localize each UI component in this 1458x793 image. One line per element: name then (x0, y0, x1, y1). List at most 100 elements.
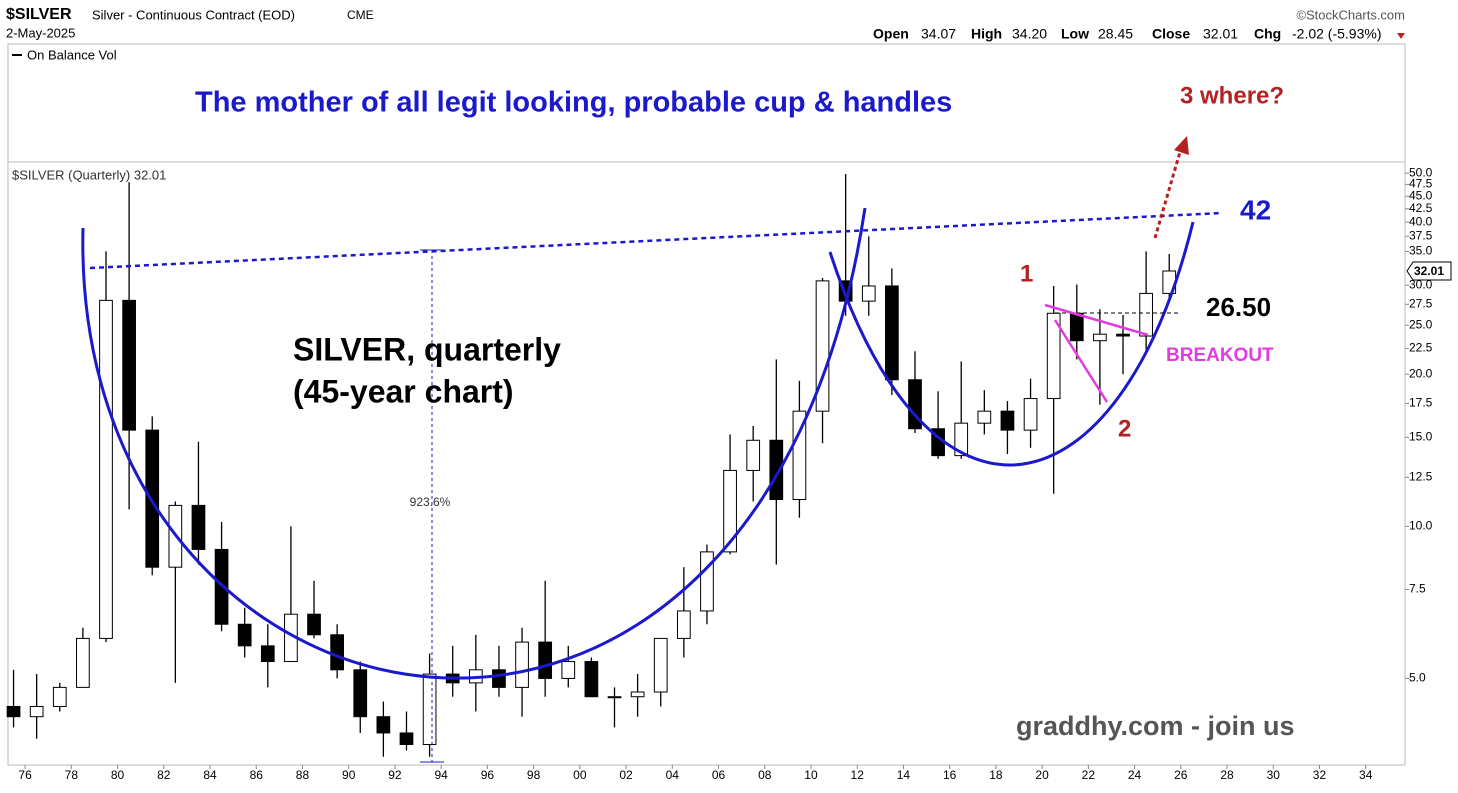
x-tick-label: 30 (1267, 768, 1281, 782)
resistance-label: 42 (1240, 194, 1271, 225)
y-tick-label: 37.5 (1409, 228, 1433, 242)
y-tick-label: 40.0 (1409, 214, 1433, 228)
plot: 5.0 7.5 10.0 12.5 15.0 17.5 20.0 22.5 25.0 27.5 30… (6, 165, 1433, 782)
candle-body (99, 299, 113, 639)
candle-body (723, 469, 737, 553)
x-tick-label: 28 (1220, 768, 1234, 782)
x-tick-label: 04 (666, 768, 680, 782)
candle-body (815, 280, 830, 412)
candle-body (6, 705, 21, 718)
x-tick-label: 90 (342, 768, 356, 782)
x-tick-label: 84 (203, 768, 217, 782)
y-tick-label: 35.0 (1409, 244, 1433, 258)
x-tick-label: 92 (388, 768, 402, 782)
y-tick-label: 47.5 (1409, 177, 1433, 191)
main-panel (7, 161, 1406, 766)
candle-body (376, 716, 391, 734)
candle-body (1046, 312, 1061, 400)
obv-label: On Balance Vol (27, 47, 117, 62)
low-label: Low (1061, 26, 1089, 42)
y-tick-label: 17.5 (1409, 396, 1433, 410)
x-tick-label: 16 (943, 768, 957, 782)
candle-body (1116, 333, 1130, 337)
y-tick-label: 12.5 (1409, 470, 1433, 484)
x-tick-label: 20 (1035, 768, 1049, 782)
candle-body (145, 429, 160, 568)
candle-body (954, 422, 969, 457)
source: ©StockCharts.com (1296, 7, 1405, 22)
candle-body (422, 673, 437, 745)
x-tick-label: 14 (897, 768, 911, 782)
x-tick-label: 32 (1313, 768, 1327, 782)
candle-body (561, 661, 576, 679)
x-tick-label: 12 (851, 768, 865, 782)
candle-body (584, 661, 599, 698)
candle-body (399, 732, 414, 745)
x-tick-label: 94 (434, 768, 448, 782)
y-tick-label: 30.0 (1409, 277, 1433, 291)
gain-label: 923.6% (410, 495, 451, 509)
x-tick-label: 34 (1359, 768, 1373, 782)
x-tick-label: 82 (157, 768, 171, 782)
target-arrow (1153, 151, 1182, 239)
x-tick-label: 06 (712, 768, 726, 782)
chart-note-1: SILVER, quarterly (293, 331, 561, 367)
chg-label: Chg (1254, 26, 1281, 42)
x-tick-label: 86 (250, 768, 264, 782)
close-value: 32.01 (1203, 26, 1238, 42)
open-label: Open (873, 26, 909, 42)
x-tick-label: 22 (1082, 768, 1096, 782)
y-tick-label: 45.0 (1409, 188, 1433, 202)
candle-body (1093, 333, 1107, 342)
ohlc-summary: Open 34.07 High 34.20 Low 28.45 Close 32… (873, 26, 1405, 42)
y-tick-label: 25.0 (1409, 317, 1433, 331)
candle-body (29, 705, 44, 718)
x-tick-label: 96 (481, 768, 495, 782)
down-arrow (1397, 33, 1405, 39)
x-tick-label: 98 (527, 768, 541, 782)
x-tick-label: 00 (573, 768, 587, 782)
candle-body (1139, 292, 1153, 337)
y-tick-label: 10.0 (1409, 518, 1433, 532)
point-1: 1 (1020, 260, 1033, 287)
candle-body (607, 696, 622, 699)
wedge-top (1044, 303, 1149, 337)
last-price-box (1406, 261, 1452, 281)
open-value: 34.07 (921, 26, 956, 42)
candle-body (492, 669, 506, 688)
watermark: graddhy.com - join us (1016, 711, 1295, 741)
candle-body (237, 623, 252, 647)
y-tick-label: 20.0 (1409, 366, 1433, 380)
x-tick-label: 24 (1128, 768, 1142, 782)
candle-body (52, 686, 67, 707)
target-arrowhead (1174, 136, 1189, 155)
low-value: 28.45 (1098, 26, 1133, 42)
x-tick-label: 78 (65, 768, 79, 782)
y-tick-label: 42.5 (1409, 201, 1433, 215)
exchange: CME (347, 8, 374, 22)
chart-note-2: (45-year chart) (293, 373, 514, 409)
x-tick-label: 76 (18, 768, 32, 782)
candle-body (746, 439, 761, 471)
y-tick-label: 22.5 (1409, 341, 1433, 355)
chg-value: -2.02 (-5.93%) (1292, 26, 1381, 42)
candle-body (1069, 312, 1084, 342)
headline: The mother of all legit looking, probabl… (195, 87, 952, 119)
handle-curve (828, 221, 1195, 467)
close-label: Close (1152, 26, 1190, 42)
breakout-label: BREAKOUT (1166, 345, 1274, 366)
candle-body (885, 285, 899, 381)
candle-body (260, 645, 275, 663)
y-tick-label: 7.5 (1409, 582, 1426, 596)
x-tick-label: 88 (296, 768, 310, 782)
candle-body (653, 637, 668, 693)
candle-body (538, 641, 553, 679)
target-note: 3 where? (1180, 82, 1284, 109)
candle-body (515, 641, 529, 688)
x-tick-label: 26 (1174, 768, 1188, 782)
x-tick-label: 18 (989, 768, 1003, 782)
candle-body (191, 504, 206, 550)
high-value: 34.20 (1012, 26, 1047, 42)
